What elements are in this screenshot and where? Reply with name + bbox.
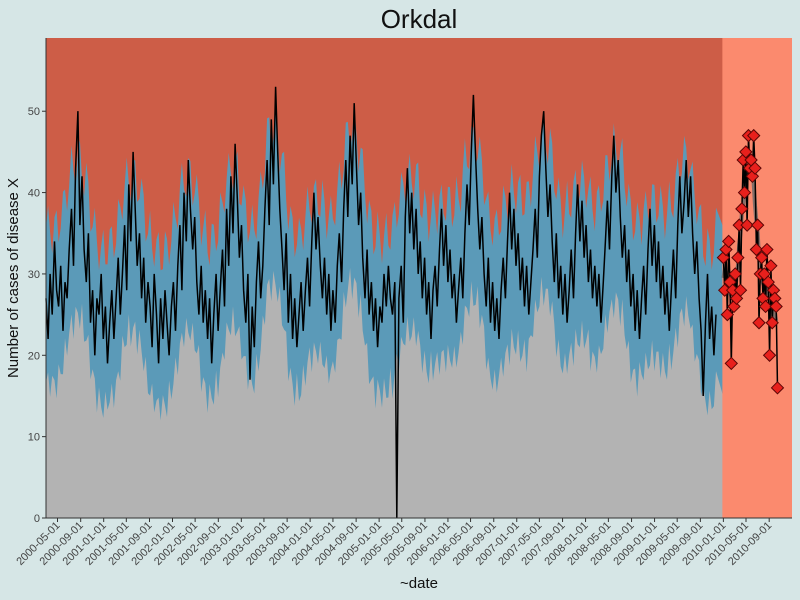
- data-point: [765, 316, 779, 330]
- data-point: [761, 275, 775, 289]
- data-point: [758, 299, 773, 314]
- data-point: [752, 316, 766, 330]
- y-tick-label: 30: [28, 269, 40, 281]
- y-tick-label: 10: [28, 432, 40, 444]
- baseline-region: [46, 255, 792, 518]
- y-tick-label: 50: [28, 106, 40, 118]
- data-point: [721, 234, 736, 249]
- threshold-bands: [46, 38, 792, 518]
- data-point: [739, 145, 753, 159]
- y-axis: 0 10 20 30 40 50: [28, 38, 47, 525]
- series-line-historical: [45, 86, 717, 519]
- data-point: [733, 283, 748, 297]
- data-point: [749, 242, 764, 257]
- y-tick-label: 40: [28, 188, 40, 200]
- x-axis: 2000-05-012000-09-012001-01-012001-05-01…: [14, 517, 792, 568]
- x-axis-title: ~date: [400, 575, 438, 592]
- chart-title: Orkdal: [381, 4, 458, 34]
- data-point: [754, 250, 769, 265]
- data-point: [740, 218, 754, 232]
- data-point: [719, 242, 733, 257]
- y-tick-label: 0: [34, 513, 40, 525]
- data-point: [731, 250, 745, 265]
- data-point: [764, 259, 778, 273]
- data-point: [750, 218, 765, 232]
- data-point: [769, 299, 783, 314]
- data-point: [724, 356, 739, 371]
- plot-area: [45, 38, 792, 519]
- data-point: [760, 242, 774, 257]
- y-tick-label: 20: [28, 350, 40, 362]
- data-point: [737, 185, 752, 200]
- data-point: [728, 267, 742, 281]
- data-point: [720, 307, 735, 322]
- data-point: [747, 128, 761, 143]
- data-point: [748, 161, 762, 175]
- data-point: [762, 348, 777, 362]
- data-point: [735, 202, 749, 216]
- data-point: [770, 381, 785, 395]
- y-axis-title: Number of cases of disease X: [5, 178, 22, 378]
- alarm-markers: [716, 128, 785, 395]
